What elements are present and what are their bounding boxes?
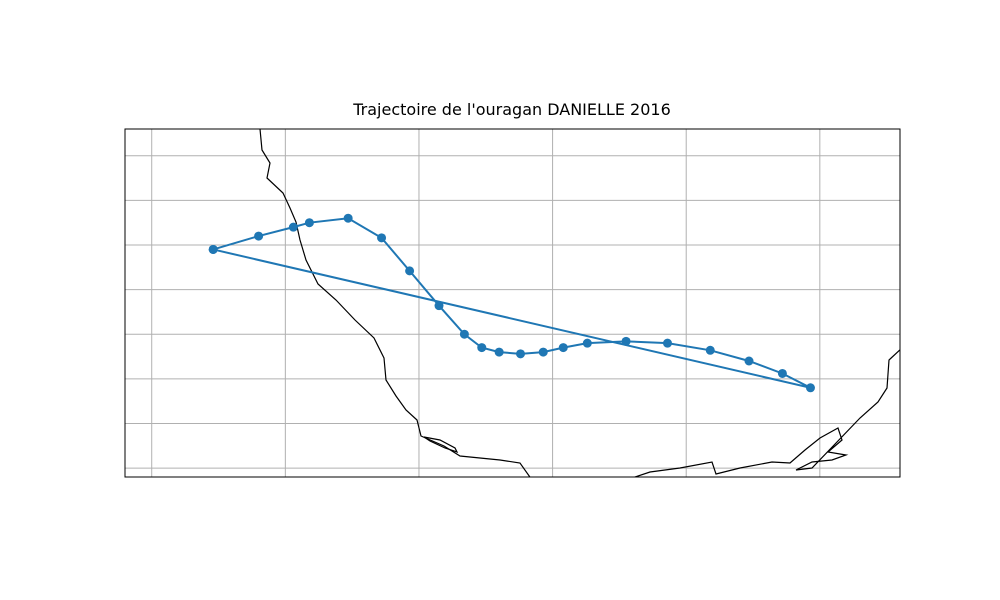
track-point bbox=[494, 347, 504, 357]
coastline bbox=[259, 129, 531, 477]
track-point bbox=[208, 244, 218, 254]
track-point bbox=[254, 231, 264, 241]
track-point bbox=[805, 383, 815, 393]
coastline bbox=[633, 349, 900, 477]
track-point bbox=[377, 233, 387, 243]
track-point bbox=[582, 338, 592, 348]
island bbox=[423, 436, 459, 454]
map-title: Trajectoire de l'ouragan DANIELLE 2016 bbox=[352, 100, 671, 119]
track-point bbox=[538, 347, 548, 357]
track-point bbox=[777, 368, 787, 378]
track-point bbox=[705, 345, 715, 355]
track-point bbox=[288, 222, 298, 232]
grid-layer bbox=[125, 129, 900, 477]
map-frame bbox=[124, 128, 901, 478]
track-point bbox=[558, 343, 568, 353]
track-line bbox=[212, 217, 811, 389]
track-point bbox=[434, 301, 444, 311]
coastline-layer bbox=[259, 129, 900, 477]
track-point bbox=[405, 266, 415, 276]
track-point bbox=[343, 213, 353, 223]
track-point bbox=[516, 349, 526, 359]
track-point bbox=[459, 329, 469, 339]
track-point bbox=[304, 218, 314, 228]
track-point bbox=[621, 336, 631, 346]
track-point bbox=[663, 338, 672, 348]
track-layer bbox=[208, 213, 815, 393]
track-point bbox=[477, 343, 487, 353]
track-point bbox=[744, 356, 754, 366]
